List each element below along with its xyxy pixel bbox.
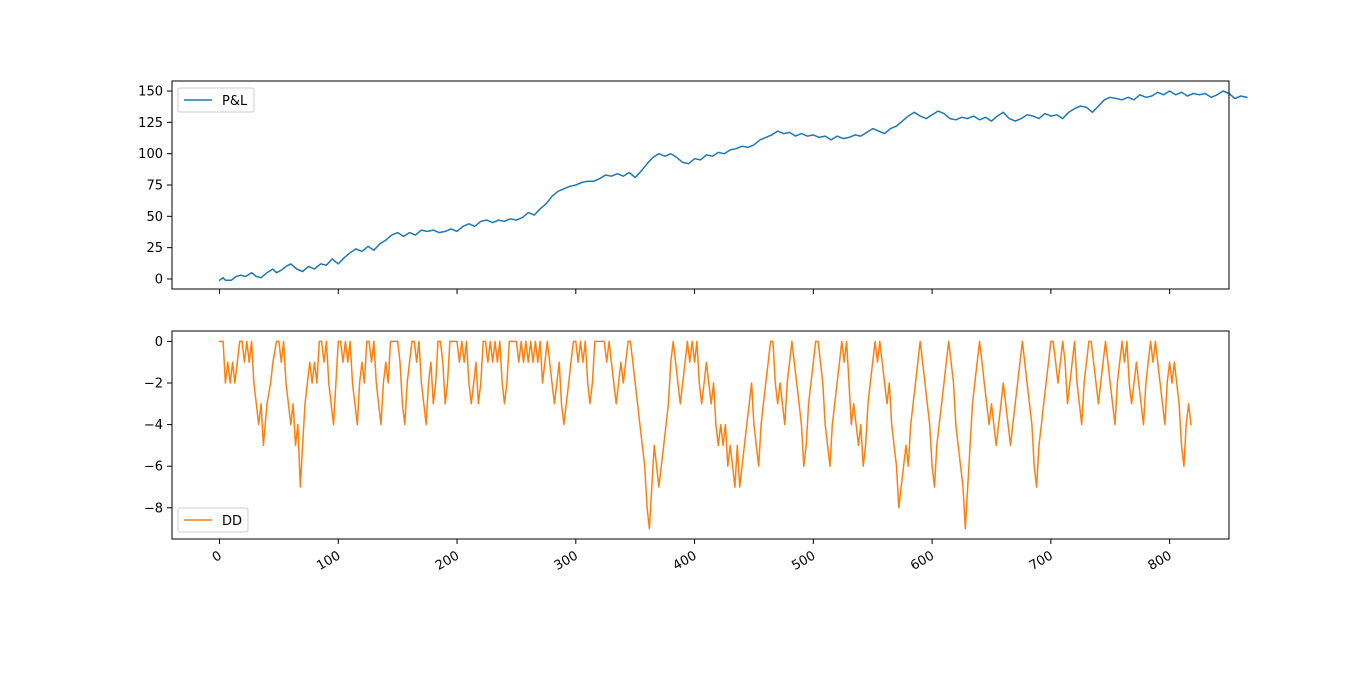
pnl-series-line [218,90,1248,282]
pnl-ytick-label: 75 [146,179,163,194]
dd-ytick-label: −8 [144,501,163,516]
dd-legend-box [177,507,249,533]
pnl-ytick-label: 25 [146,241,163,256]
pnl-ytick-label: 50 [146,210,163,225]
pnl-axes: 0 25 50 75 100 125 150 P&L [138,80,1248,294]
dd-legend: DD [177,507,249,533]
pnl-ytick-label: 150 [138,85,163,100]
pnl-legend-box [177,87,255,113]
dd-ytick-label: 0 [155,335,163,350]
dd-series-line [218,340,1192,530]
pnl-ytick-label: 125 [138,116,163,131]
dd-axes: 0−2−4−6−80 100 200 300 400 500 600 700 800 DD [144,330,1230,574]
dd-ytick-label: −2 [144,377,163,392]
dd-ytick-label: −6 [144,460,163,475]
pnl-ytick-label: 100 [138,147,163,162]
pnl-plot-frame [171,80,1230,290]
pnl-ytick-label: 0 [155,272,163,287]
dd-ytick-label: −4 [144,418,163,433]
dd-legend-label: DD [222,514,242,529]
pnl-ticks: 0 25 50 75 100 125 150 [138,85,1171,294]
dd-plot-frame [171,330,1230,540]
pnl-legend-label: P&L [222,94,248,109]
pnl-legend: P&L [177,87,255,113]
